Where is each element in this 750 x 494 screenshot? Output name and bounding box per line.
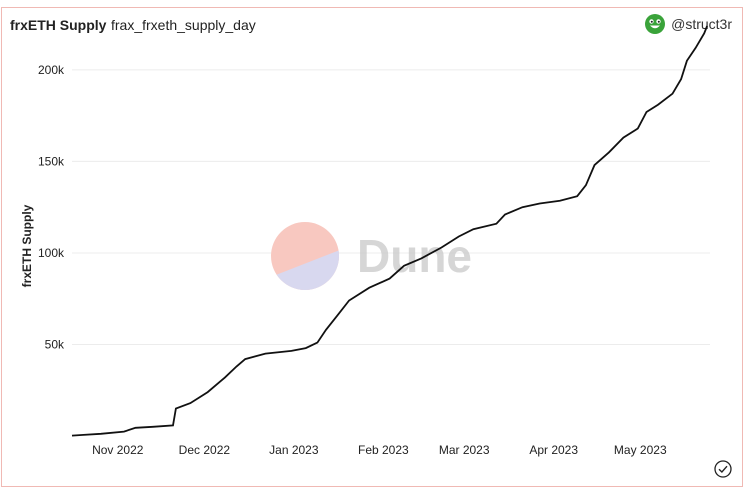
x-tick-label: Mar 2023 [439,443,490,457]
y-axis-ticks: 50k 100k 150k 200k [38,63,65,352]
x-tick-label: May 2023 [614,443,667,457]
chart-card: frxETH Supply frax_frxeth_supply_day @st… [1,7,743,487]
y-tick-label: 200k [38,63,65,77]
chart-header: frxETH Supply frax_frxeth_supply_day @st… [10,14,732,37]
smiley-avatar-icon [645,14,666,34]
y-tick-label: 100k [38,246,65,260]
y-axis-label: frxETH Supply [20,204,34,287]
y-tick-label: 50k [45,337,65,351]
y-tick-label: 150k [38,154,65,168]
watermark-text: Dune [357,230,472,282]
x-tick-label: Apr 2023 [529,443,578,457]
check-circle-icon[interactable] [714,460,732,478]
gridlines [72,69,710,345]
author-name: @struct3r [671,16,732,32]
x-tick-label: Nov 2022 [92,443,144,457]
dune-watermark: Dune [271,222,472,290]
author-link[interactable]: @struct3r [645,14,732,34]
chart-title: frxETH Supply [10,17,107,33]
x-tick-label: Feb 2023 [358,443,409,457]
x-tick-label: Jan 2023 [269,443,319,457]
x-axis-ticks: Nov 2022 Dec 2022 Jan 2023 Feb 2023 Mar 2023… [92,443,667,457]
query-name: frax_frxeth_supply_day [111,17,256,33]
x-tick-label: Dec 2022 [179,443,231,457]
series-line-frxeth-supply [71,25,708,437]
